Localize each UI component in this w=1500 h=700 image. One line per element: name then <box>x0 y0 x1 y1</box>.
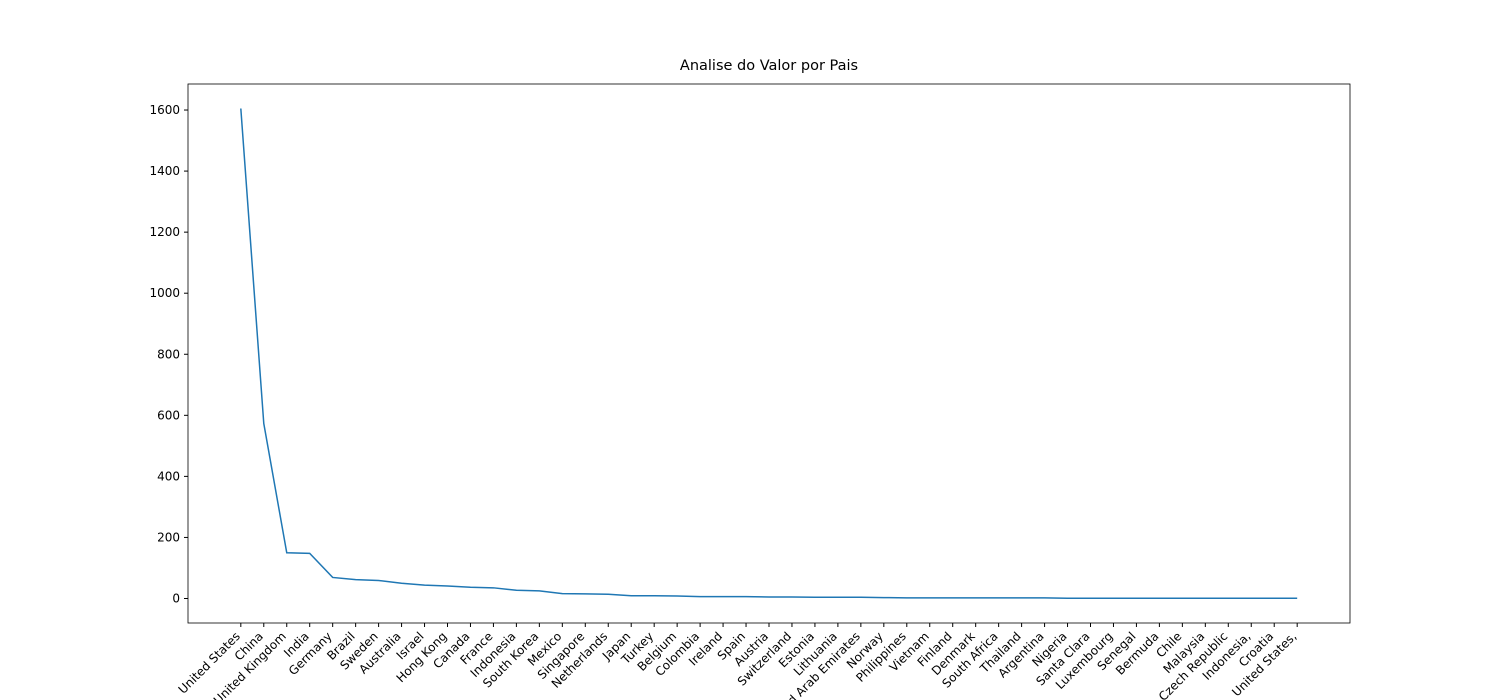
y-tick-label: 1000 <box>149 286 180 300</box>
y-tick-label: 0 <box>172 592 180 606</box>
y-tick-label: 400 <box>157 469 180 483</box>
y-tick-label: 1600 <box>149 103 180 117</box>
y-tick-label: 1400 <box>149 164 180 178</box>
plot-frame <box>187 83 1351 624</box>
y-tick-label: 600 <box>157 408 180 422</box>
chart-title: Analise do Valor por Pais <box>680 58 858 74</box>
line-series <box>240 108 1298 599</box>
y-tick-label: 800 <box>157 347 180 361</box>
y-tick-label: 1200 <box>149 225 180 239</box>
y-tick-label: 200 <box>157 530 180 544</box>
